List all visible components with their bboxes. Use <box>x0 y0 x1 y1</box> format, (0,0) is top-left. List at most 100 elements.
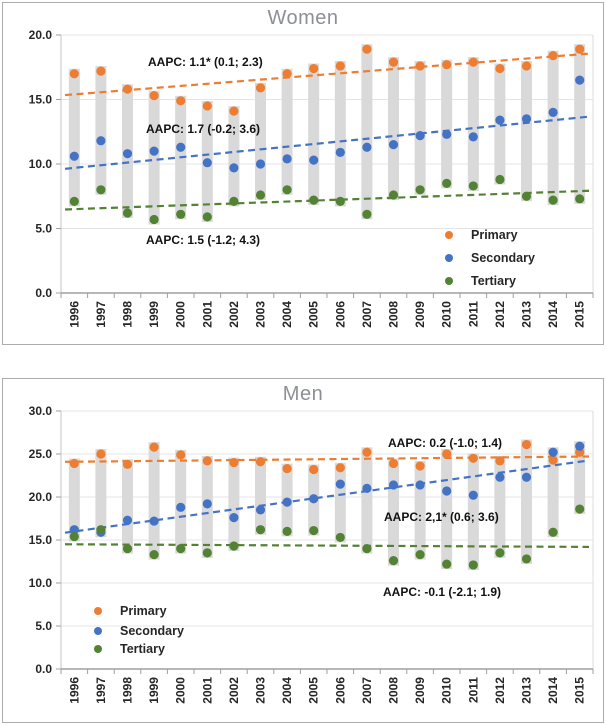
data-point-primary <box>495 456 505 466</box>
range-bar <box>441 449 453 570</box>
x-axis-label: 2006 <box>333 677 347 704</box>
y-axis-label: 5.0 <box>35 222 52 236</box>
range-bar <box>521 60 532 202</box>
data-point-primary <box>96 66 106 76</box>
data-point-tertiary <box>202 212 212 222</box>
data-point-tertiary <box>69 196 79 207</box>
range-bar <box>95 66 107 195</box>
women-chart-panel: 0.0 5.0 10.0 15.0 20.0 1996 1997 1998 1999 2000 20… <box>2 2 604 345</box>
range-bar <box>547 50 559 206</box>
x-axis-label: 2015 <box>573 677 587 704</box>
data-point-primary <box>202 101 212 111</box>
data-point-primary <box>548 51 558 61</box>
data-point-secondary <box>122 149 133 159</box>
x-axis-label: 2000 <box>174 301 188 328</box>
legend-marker-primary <box>94 607 102 615</box>
men-chart-plot: 0.0 5.0 10.0 15.0 20.0 25.0 30.0 1996 1997 1998 19… <box>29 404 594 704</box>
men-chart-panel: 0.0 5.0 10.0 15.0 20.0 25.0 30.0 1996 1997 1998 19… <box>2 378 604 723</box>
range-bar <box>441 59 453 189</box>
data-point-tertiary <box>415 185 425 195</box>
data-point-secondary <box>176 502 186 512</box>
data-point-secondary <box>202 158 212 168</box>
legend-label-tertiary: Tertiary <box>120 642 165 656</box>
data-point-primary <box>176 96 186 106</box>
data-point-tertiary <box>495 174 505 185</box>
data-point-secondary <box>282 497 292 507</box>
data-point-tertiary <box>495 548 505 558</box>
x-axis-label: 2012 <box>493 677 507 704</box>
data-point-tertiary <box>388 190 399 200</box>
range-bar <box>388 57 399 200</box>
x-axis-label: 2004 <box>280 677 294 704</box>
data-point-primary <box>176 450 186 460</box>
data-point-tertiary <box>521 554 532 564</box>
x-axis-label: 1999 <box>147 301 161 328</box>
data-point-tertiary <box>149 550 159 560</box>
range-bar <box>95 449 107 538</box>
data-point-tertiary <box>362 209 372 219</box>
data-point-primary <box>548 455 558 465</box>
data-point-secondary <box>229 513 239 523</box>
y-axis-label: 20.0 <box>29 490 53 504</box>
data-point-primary <box>388 458 399 469</box>
range-bar <box>467 57 479 191</box>
women-chart-title: Women <box>267 7 339 29</box>
data-point-tertiary <box>468 560 478 570</box>
range-bar <box>388 458 399 566</box>
data-point-secondary <box>255 505 266 515</box>
data-point-secondary <box>362 142 372 152</box>
range-bar <box>334 462 346 543</box>
data-point-primary <box>442 449 452 459</box>
x-axis-label: 1997 <box>94 677 108 704</box>
x-axis-label: 2001 <box>200 301 214 328</box>
data-point-primary <box>122 84 133 94</box>
data-point-secondary <box>442 486 452 496</box>
x-axis-label: 2002 <box>227 301 241 328</box>
data-point-secondary <box>149 146 159 156</box>
x-axis-label: 2009 <box>413 301 427 328</box>
data-point-tertiary <box>96 525 106 535</box>
y-axis-label: 10.0 <box>29 576 53 590</box>
data-point-primary <box>335 463 345 473</box>
data-point-secondary <box>442 129 452 139</box>
data-point-secondary <box>96 136 106 146</box>
data-point-tertiary <box>149 214 159 225</box>
x-axis-label: 1996 <box>67 677 81 704</box>
x-axis-label: 2008 <box>387 677 401 704</box>
x-axis-label: 2011 <box>466 677 480 703</box>
x-axis-label: 2006 <box>333 301 347 328</box>
y-axis-label: 0.0 <box>35 286 52 300</box>
x-axis-label: 1999 <box>147 677 161 704</box>
data-point-tertiary <box>468 181 478 191</box>
legend-label-primary: Primary <box>120 604 167 618</box>
trend-line-primary <box>64 455 590 463</box>
data-point-primary <box>202 456 212 466</box>
data-point-primary <box>69 458 79 469</box>
data-point-primary <box>575 44 585 54</box>
range-bar <box>68 458 80 542</box>
x-axis-label: 2014 <box>546 301 560 328</box>
data-point-secondary <box>69 525 79 535</box>
range-bar <box>255 82 266 200</box>
data-point-tertiary <box>282 526 292 536</box>
data-point-tertiary <box>335 196 345 207</box>
data-point-tertiary <box>176 209 186 219</box>
data-point-tertiary <box>122 544 133 554</box>
data-point-tertiary <box>309 525 319 536</box>
trend-line-secondary <box>64 115 590 170</box>
data-point-tertiary <box>362 544 372 554</box>
y-axis-label: 15.0 <box>29 93 53 107</box>
aapc-annotation: AAPC: -0.1 (-2.1; 1.9) <box>383 585 501 599</box>
trend-line-tertiary <box>64 543 590 549</box>
women-chart-plot: 0.0 5.0 10.0 15.0 20.0 1996 1997 1998 1999 2000 20… <box>29 28 594 328</box>
data-point-secondary <box>309 155 319 165</box>
x-axis-label: 2000 <box>174 677 188 704</box>
range-bar <box>521 439 532 564</box>
data-point-tertiary <box>122 208 133 218</box>
x-axis-label: 1997 <box>94 301 108 328</box>
data-point-tertiary <box>575 194 585 204</box>
range-bar <box>574 44 586 204</box>
x-axis-label: 2013 <box>520 301 534 328</box>
data-point-primary <box>362 44 372 54</box>
legend-label-secondary: Secondary <box>120 624 184 638</box>
